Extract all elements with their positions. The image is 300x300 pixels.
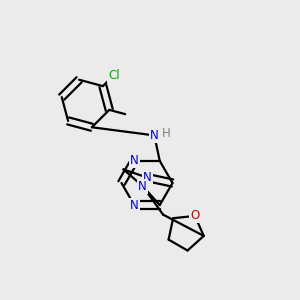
Text: Cl: Cl xyxy=(108,69,120,82)
Text: N: N xyxy=(130,199,139,212)
Text: N: N xyxy=(130,154,139,167)
Text: O: O xyxy=(190,209,200,222)
Text: N: N xyxy=(143,171,152,184)
Text: N: N xyxy=(150,129,159,142)
Text: N: N xyxy=(138,180,147,193)
Text: H: H xyxy=(162,128,171,140)
